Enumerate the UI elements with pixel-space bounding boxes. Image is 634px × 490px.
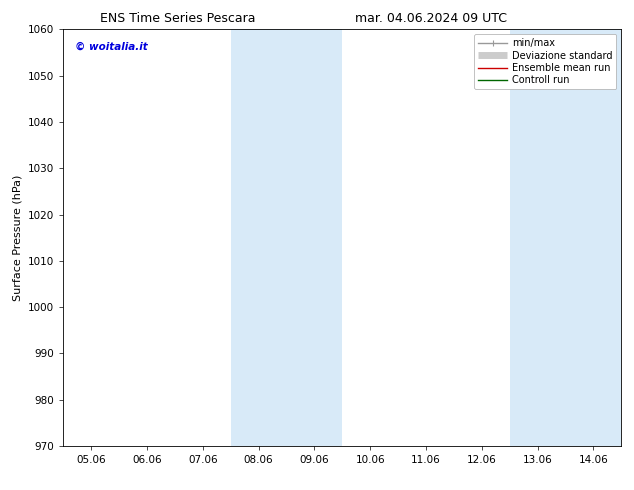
Legend: min/max, Deviazione standard, Ensemble mean run, Controll run: min/max, Deviazione standard, Ensemble m…: [474, 34, 616, 89]
Bar: [510, 29, 621, 446]
Y-axis label: Surface Pressure (hPa): Surface Pressure (hPa): [13, 174, 23, 301]
Text: mar. 04.06.2024 09 UTC: mar. 04.06.2024 09 UTC: [355, 12, 507, 25]
Text: © woitalia.it: © woitalia.it: [75, 42, 147, 52]
Text: ENS Time Series Pescara: ENS Time Series Pescara: [100, 12, 256, 25]
Bar: [231, 29, 342, 446]
